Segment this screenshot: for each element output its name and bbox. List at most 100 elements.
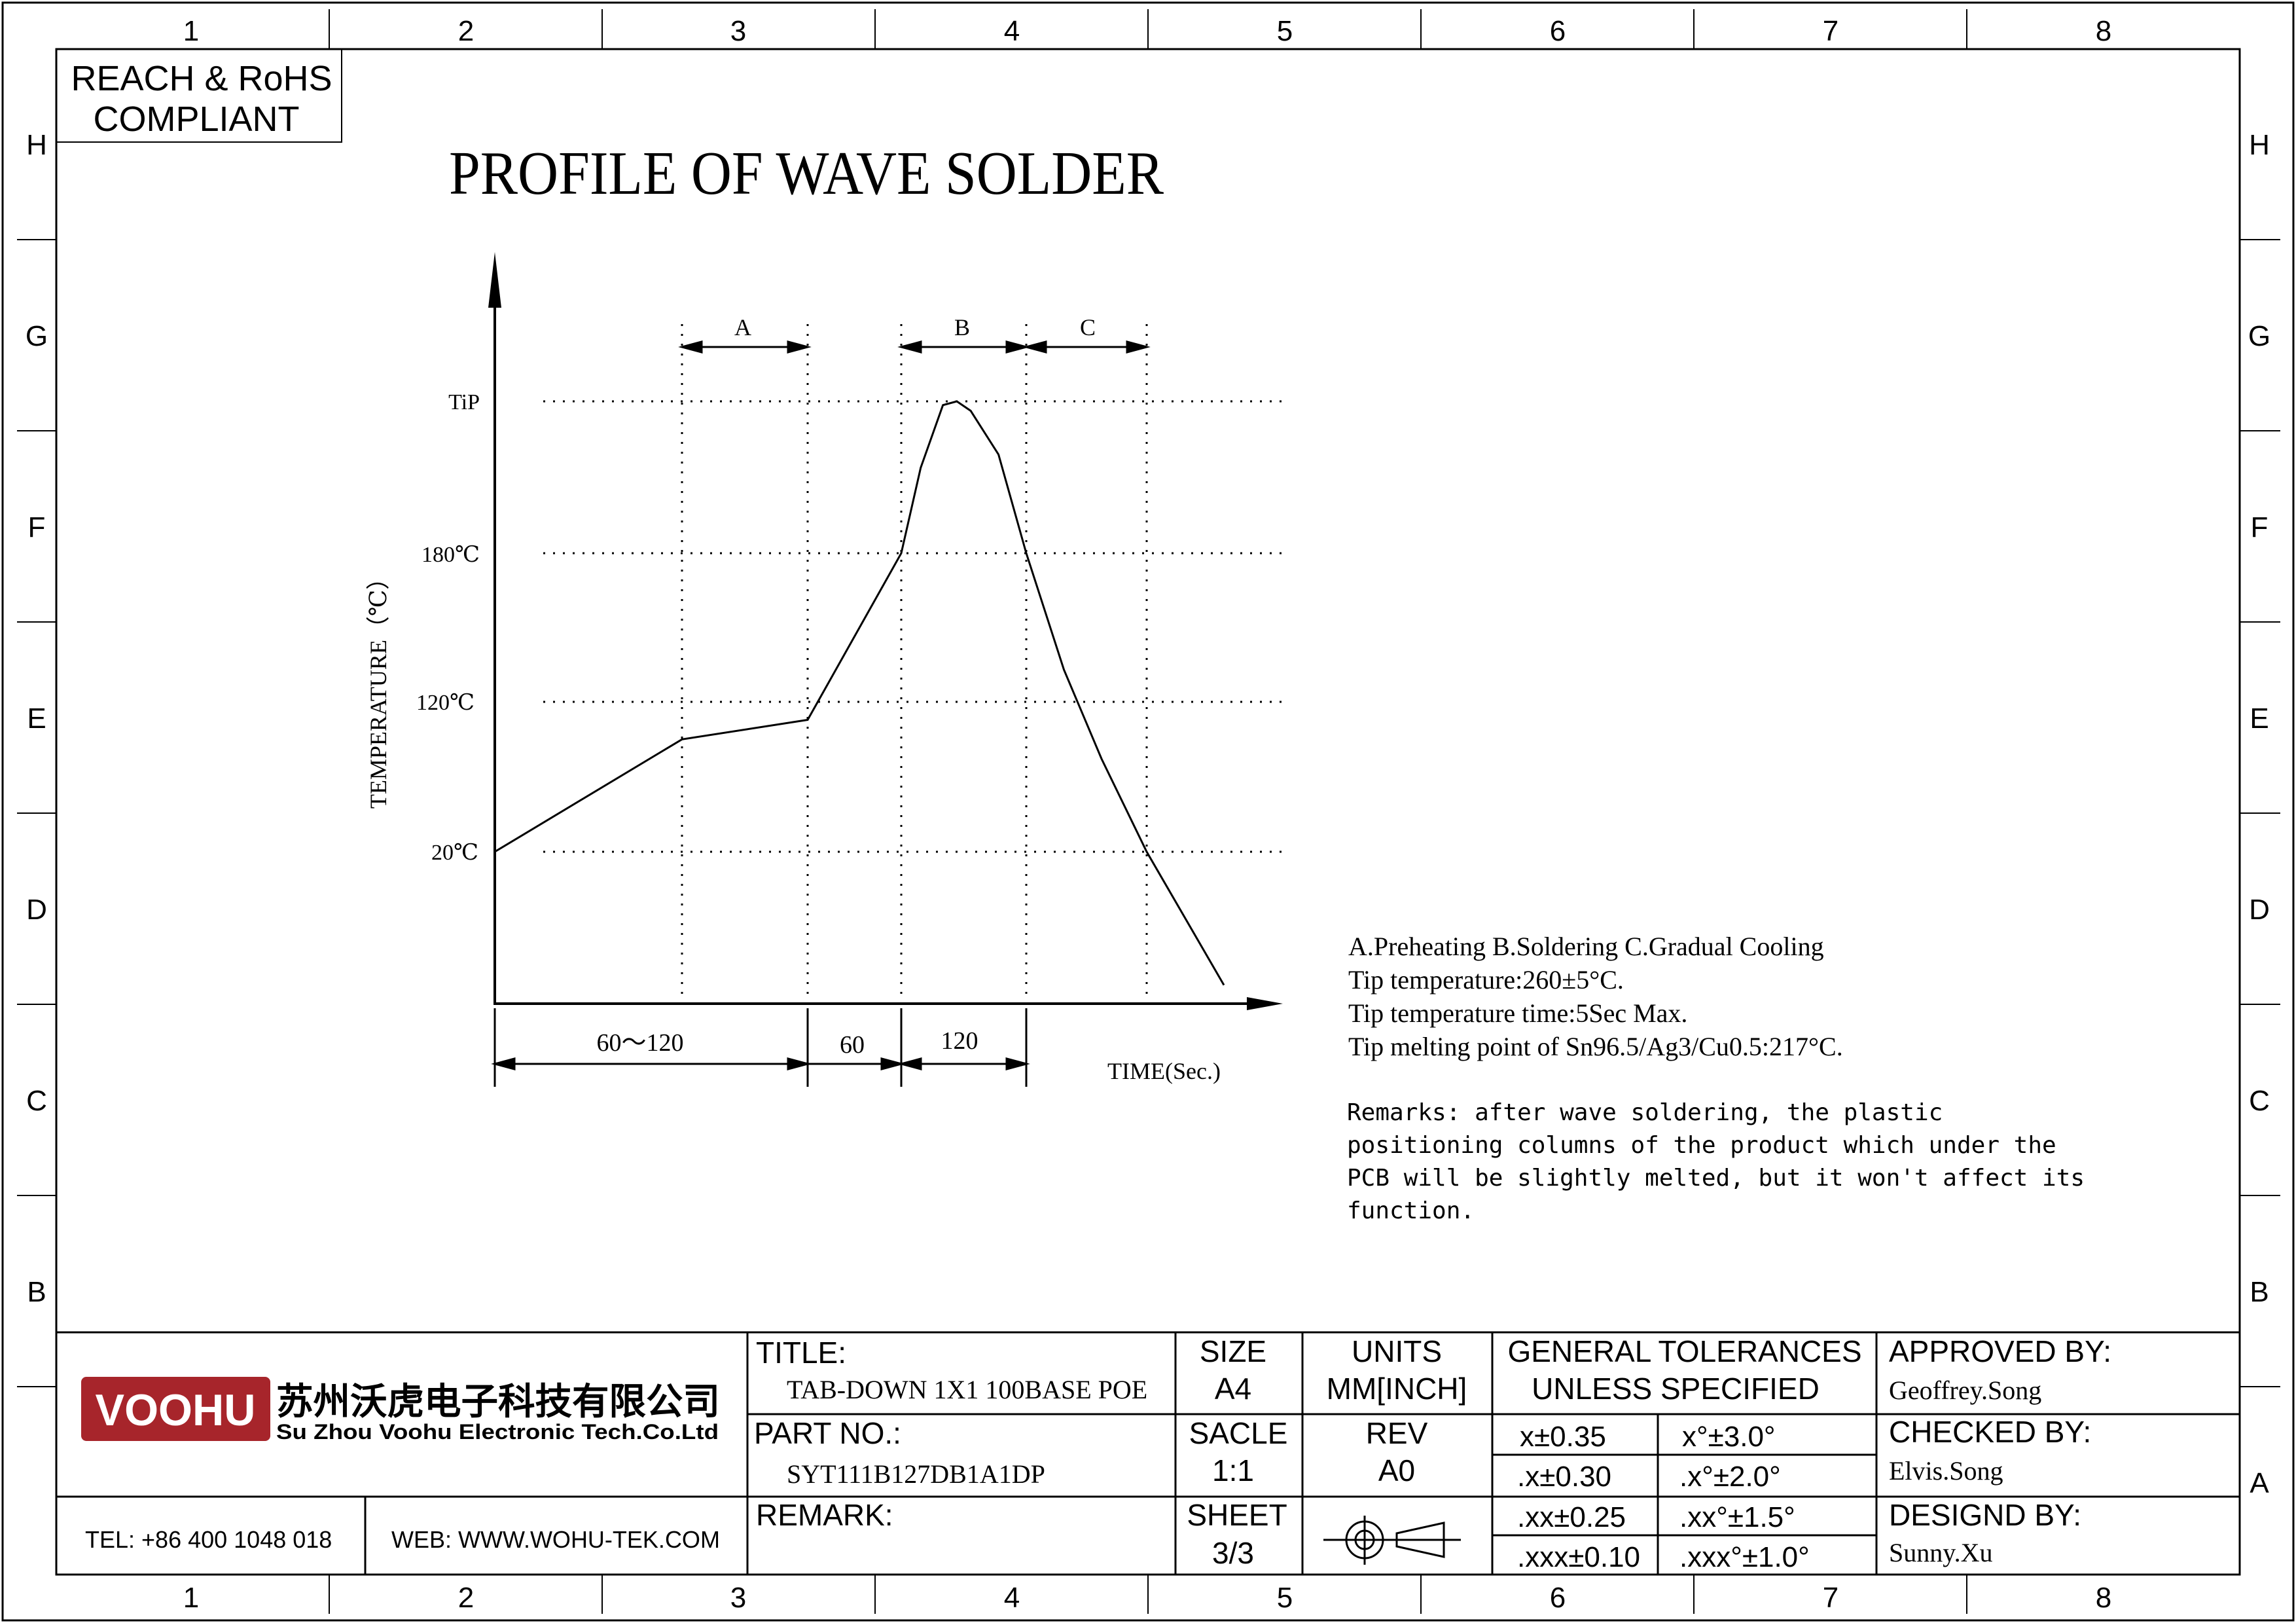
page-title: PROFILE OF WAVE SOLDER: [449, 139, 1164, 208]
scale-value: 1:1: [1212, 1453, 1254, 1487]
tol-angle-1: .x°±2.0°: [1679, 1461, 1781, 1493]
sheet-value: 3/3: [1212, 1536, 1254, 1570]
remark-line-3: PCB will be slightly melted, but it won'…: [1347, 1165, 2085, 1192]
y-tick-tip: TiP: [448, 390, 480, 414]
col-label-3-bottom: 3: [730, 1582, 746, 1614]
y-axis-label: TEMPERATURE（℃）: [365, 566, 391, 809]
tol-angle-x: x°±3.0°: [1682, 1421, 1776, 1453]
compliance-box: [56, 48, 342, 143]
remark-line-2: positioning columns of the product which…: [1347, 1132, 2056, 1159]
logo-badge: [81, 1377, 270, 1441]
row-label-h: H: [26, 129, 47, 161]
temperature-curve: [494, 400, 1225, 986]
x-axis-arrow: [1247, 997, 1283, 1010]
web: WEB: WWW.WOHU-TEK.COM: [391, 1526, 720, 1553]
col-label-5-bottom: 5: [1277, 1582, 1293, 1614]
col-label-8-bottom: 8: [2096, 1582, 2111, 1614]
row-label-e-right: E: [2250, 702, 2269, 735]
row-label-h-right: H: [2249, 129, 2270, 161]
rev-label: REV: [1366, 1416, 1428, 1450]
y-tick-20: 20℃: [431, 841, 478, 865]
row-label-c: C: [26, 1085, 47, 1117]
tol-angle-3: .xxx°±1.0°: [1679, 1541, 1810, 1573]
part-no-label: PART NO.:: [754, 1416, 901, 1450]
company-logo: VOOHU: [81, 1377, 270, 1441]
tel: TEL: +86 400 1048 018: [85, 1526, 332, 1553]
title-value: TAB-DOWN 1X1 100BASE POE: [787, 1375, 1147, 1404]
tolerances-line1: GENERAL TOLERANCES: [1507, 1334, 1861, 1368]
tol-linear-3: .xxx±0.10: [1517, 1541, 1640, 1573]
col-label-2: 2: [458, 15, 474, 47]
title-block: [56, 1331, 2240, 1575]
tol-linear-1: .x±0.30: [1517, 1461, 1611, 1493]
title-label: TITLE:: [756, 1336, 846, 1370]
zone-arrows: [678, 340, 1151, 354]
scale-label: SACLE: [1189, 1416, 1288, 1450]
row-label-e: E: [27, 702, 46, 735]
col-label-1-bottom: 1: [183, 1582, 199, 1614]
zone-label-c: C: [1080, 314, 1096, 340]
approved-by: Geoffrey.Song: [1889, 1376, 2041, 1405]
designed-by: Sunny.Xu: [1889, 1538, 1993, 1567]
approved-label: APPROVED BY:: [1889, 1334, 2111, 1368]
note-tip-time: Tip temperature time:5Sec Max.: [1348, 998, 1687, 1028]
duration-dimensions: [491, 1008, 1030, 1087]
row-label-g: G: [26, 320, 48, 352]
checked-by: Elvis.Song: [1889, 1456, 2003, 1486]
row-label-d-right: D: [2249, 894, 2270, 926]
note-melting-point: Tip melting point of Sn96.5/Ag3/Cu0.5:21…: [1348, 1032, 1843, 1061]
size-label: SIZE: [1200, 1334, 1266, 1368]
projection-symbol-icon: [1323, 1516, 1461, 1565]
logo-text: VOOHU: [96, 1385, 256, 1435]
row-label-f: F: [28, 511, 46, 543]
col-label-7-bottom: 7: [1823, 1582, 1839, 1614]
row-label-d: D: [26, 894, 47, 926]
checked-label: CHECKED BY:: [1889, 1415, 2091, 1449]
note-tip-temperature: Tip temperature:260±5°C.: [1348, 965, 1624, 994]
remark-line-4: function.: [1347, 1197, 1475, 1224]
col-label-4: 4: [1004, 15, 1020, 47]
units-label: UNITS: [1352, 1334, 1442, 1368]
y-tick-180: 180℃: [422, 543, 480, 567]
col-label-7: 7: [1823, 15, 1839, 47]
compliance-line2: COMPLIANT: [93, 100, 299, 139]
tol-angle-2: .xx°±1.5°: [1679, 1501, 1795, 1533]
tol-linear-x: x±0.35: [1520, 1421, 1606, 1453]
remark-label: REMARK:: [756, 1498, 893, 1532]
col-label-4-bottom: 4: [1004, 1582, 1020, 1614]
remark-line-1: Remarks: after wave soldering, the plast…: [1347, 1099, 1943, 1126]
solder-profile-chart: TiP 180℃ 120℃ 20℃ TEMPERATURE（℃） A B C: [365, 252, 1283, 1087]
units-value: MM[INCH]: [1327, 1372, 1467, 1406]
row-label-b: B: [27, 1276, 46, 1308]
col-label-3: 3: [730, 15, 746, 47]
row-label-g-right: G: [2248, 320, 2270, 352]
zone-label-a: A: [734, 314, 751, 340]
col-label-6: 6: [1550, 15, 1566, 47]
compliance-line1: REACH & RoHS: [71, 59, 332, 98]
size-value: A4: [1215, 1372, 1251, 1406]
note-legend: A.Preheating B.Soldering C.Gradual Cooli…: [1348, 932, 1824, 961]
tolerances-line2: UNLESS SPECIFIED: [1532, 1372, 1820, 1406]
rev-value: A0: [1378, 1453, 1415, 1487]
tol-linear-2: .xx±0.25: [1517, 1501, 1626, 1533]
company-name-cn: 苏州沃虎电子科技有限公司: [276, 1381, 720, 1422]
col-label-1: 1: [183, 15, 199, 47]
y-tick-120: 120℃: [416, 691, 475, 715]
duration-ramp: 60: [840, 1031, 865, 1059]
sheet-label: SHEET: [1187, 1498, 1287, 1532]
col-label-2-bottom: 2: [458, 1582, 474, 1614]
duration-preheat: 60～120: [596, 1029, 683, 1057]
duration-soldering: 120: [941, 1027, 978, 1055]
col-label-8: 8: [2096, 15, 2111, 47]
row-zone-markers: [17, 239, 2280, 1387]
col-label-5: 5: [1277, 15, 1293, 47]
x-axis-label: TIME(Sec.): [1107, 1058, 1221, 1084]
row-label-b-right: B: [2250, 1276, 2269, 1308]
zone-label-b: B: [954, 314, 970, 340]
part-no-value: SYT111B127DB1A1DP: [787, 1459, 1045, 1489]
row-label-f-right: F: [2251, 511, 2269, 543]
row-label-a-right: A: [2250, 1467, 2269, 1499]
company-name-en: Su Zhou Voohu Electronic Tech.Co.Ltd: [276, 1420, 719, 1444]
